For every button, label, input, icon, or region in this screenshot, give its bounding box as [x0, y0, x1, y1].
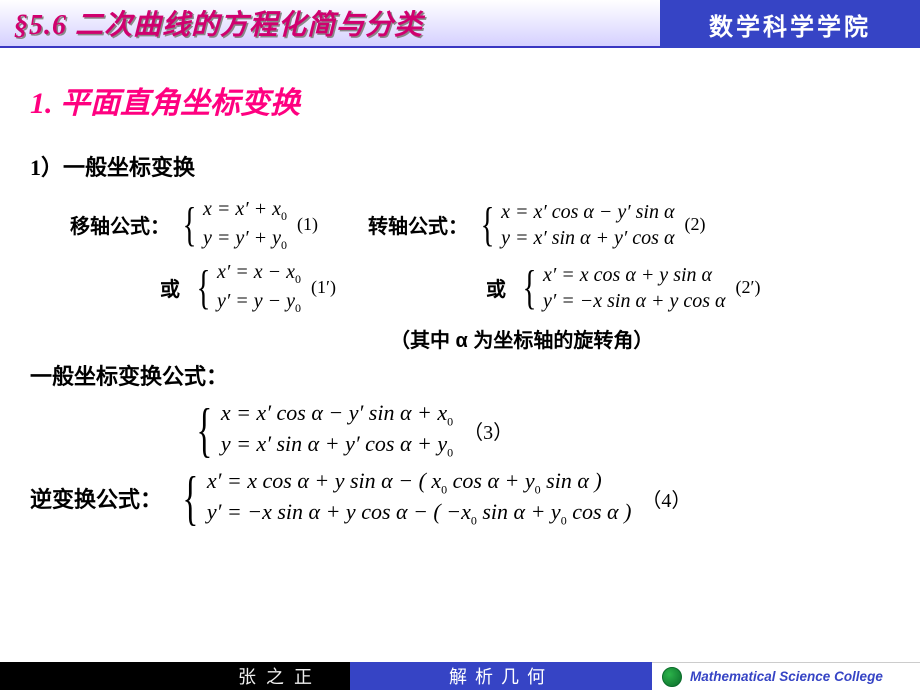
footer-college: Mathematical Science College — [690, 669, 883, 684]
translate-inv-eq2: y′ = y − y — [217, 290, 295, 312]
inverse-eq1: x′ = x cos α + y sin α − ( x0 cos α + y0… — [207, 467, 632, 498]
or-label-2: 或 — [486, 273, 506, 302]
rotate-inv-eq1: x′ = x cos α + y sin α — [543, 262, 726, 288]
footer-college-block: Mathematical Science College — [652, 662, 920, 690]
subsection-heading: 1）一般坐标变换 — [30, 150, 892, 182]
tag-2p: (2′) — [736, 277, 761, 298]
tag-2: (2) — [684, 214, 705, 235]
general-formula-label: 一般坐标变换公式： — [30, 359, 884, 391]
translate-inv-eq1: x′ = x − x — [217, 261, 295, 283]
footer-author: 张之正 — [0, 662, 350, 690]
or-label-1: 或 — [160, 273, 180, 302]
translate-eq1: x = x′ + x — [203, 198, 281, 220]
tag-3: （3） — [463, 416, 513, 445]
college-logo-icon — [662, 667, 682, 687]
rotate-label: 转轴公式： — [368, 210, 468, 239]
content: 1. 平面直角坐标变换 1）一般坐标变换 移轴公式： { x = x′ + x0… — [0, 48, 920, 529]
department-title: 数学科学学院 — [660, 0, 920, 48]
header: §5.6 二次曲线的方程化简与分类 数学科学学院 — [0, 0, 920, 48]
general-eq2: y = x′ sin α + y′ cos α + y — [221, 431, 447, 456]
rotate-inv-eq2: y′ = −x sin α + y cos α — [543, 288, 726, 314]
inverse-formula-label: 逆变换公式： — [30, 482, 162, 514]
translate-eq2: y = y′ + y — [203, 227, 281, 249]
footer-course: 解析几何 — [350, 662, 652, 690]
general-formula: { x = x′ cos α − y′ sin α + x0 y = x′ si… — [190, 399, 892, 461]
section-heading: 1. 平面直角坐标变换 — [30, 78, 892, 122]
footer: 张之正 解析几何 Mathematical Science College — [0, 662, 920, 690]
tag-1p: (1′) — [311, 277, 336, 298]
rotate-eq2: y = x′ sin α + y′ cos α — [501, 225, 674, 251]
tag-1: (1) — [297, 214, 318, 235]
formula-row-1: 移轴公式： { x = x′ + x0 y = y′ + y0 (1) 转轴公式… — [70, 196, 892, 255]
chapter-title: §5.6 二次曲线的方程化简与分类 — [0, 0, 660, 48]
general-eq1: x = x′ cos α − y′ sin α + x — [221, 400, 447, 425]
tag-4: （4） — [641, 484, 691, 513]
rotation-angle-note: （其中 α 为坐标轴的旋转角） — [390, 324, 892, 353]
rotate-eq1: x = x′ cos α − y′ sin α — [501, 199, 674, 225]
formula-row-2: 或 { x′ = x − x0 y′ = y − y0 (1′) 或 { x′ … — [160, 259, 892, 318]
inverse-eq2: y′ = −x sin α + y cos α − ( −x0 sin α + … — [207, 498, 632, 529]
translate-label: 移轴公式： — [70, 210, 170, 239]
